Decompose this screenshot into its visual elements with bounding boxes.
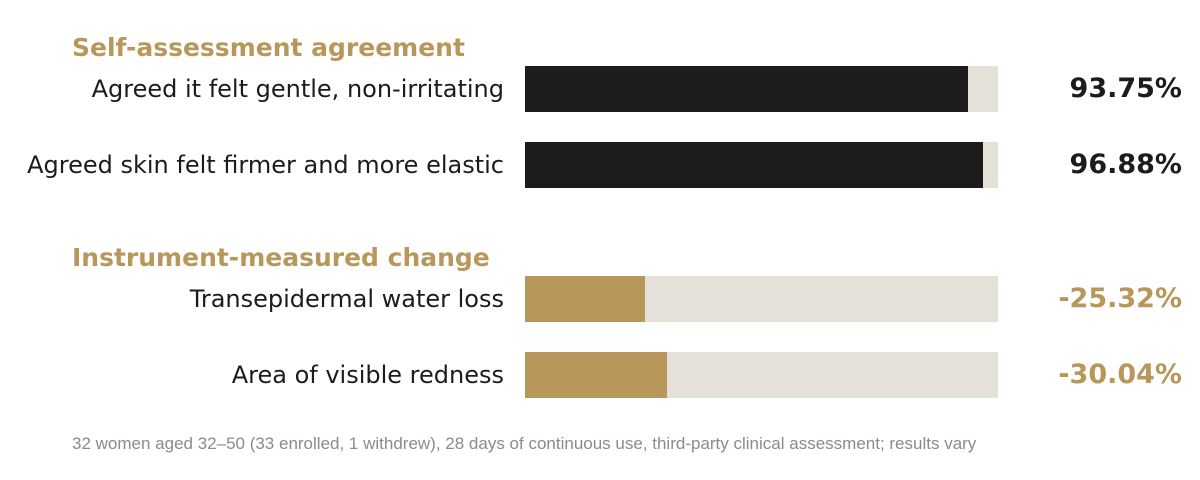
bar-track (525, 352, 998, 398)
bar-value-label: 93.75% (1069, 73, 1182, 104)
section-title-self-assessment: Self-assessment agreement (72, 33, 465, 62)
bar-track (525, 276, 998, 322)
bar-value-label: -30.04% (1058, 359, 1182, 390)
bar-value-label: 96.88% (1069, 149, 1182, 180)
section-title-instrument: Instrument-measured change (72, 243, 490, 272)
bar (525, 142, 984, 188)
bar-track (525, 66, 998, 112)
bar-value-label: -25.32% (1058, 283, 1182, 314)
bar-track (525, 142, 998, 188)
bar (525, 352, 668, 398)
footnote: 32 women aged 32–50 (33 enrolled, 1 with… (72, 434, 977, 453)
bar-label: Agreed it felt gentle, non-irritating (91, 75, 504, 103)
bar-label: Agreed skin felt firmer and more elastic (27, 151, 504, 179)
bar (525, 66, 969, 112)
bar-label: Area of visible redness (231, 361, 504, 389)
bar-label: Transepidermal water loss (189, 285, 504, 313)
bar (525, 276, 645, 322)
